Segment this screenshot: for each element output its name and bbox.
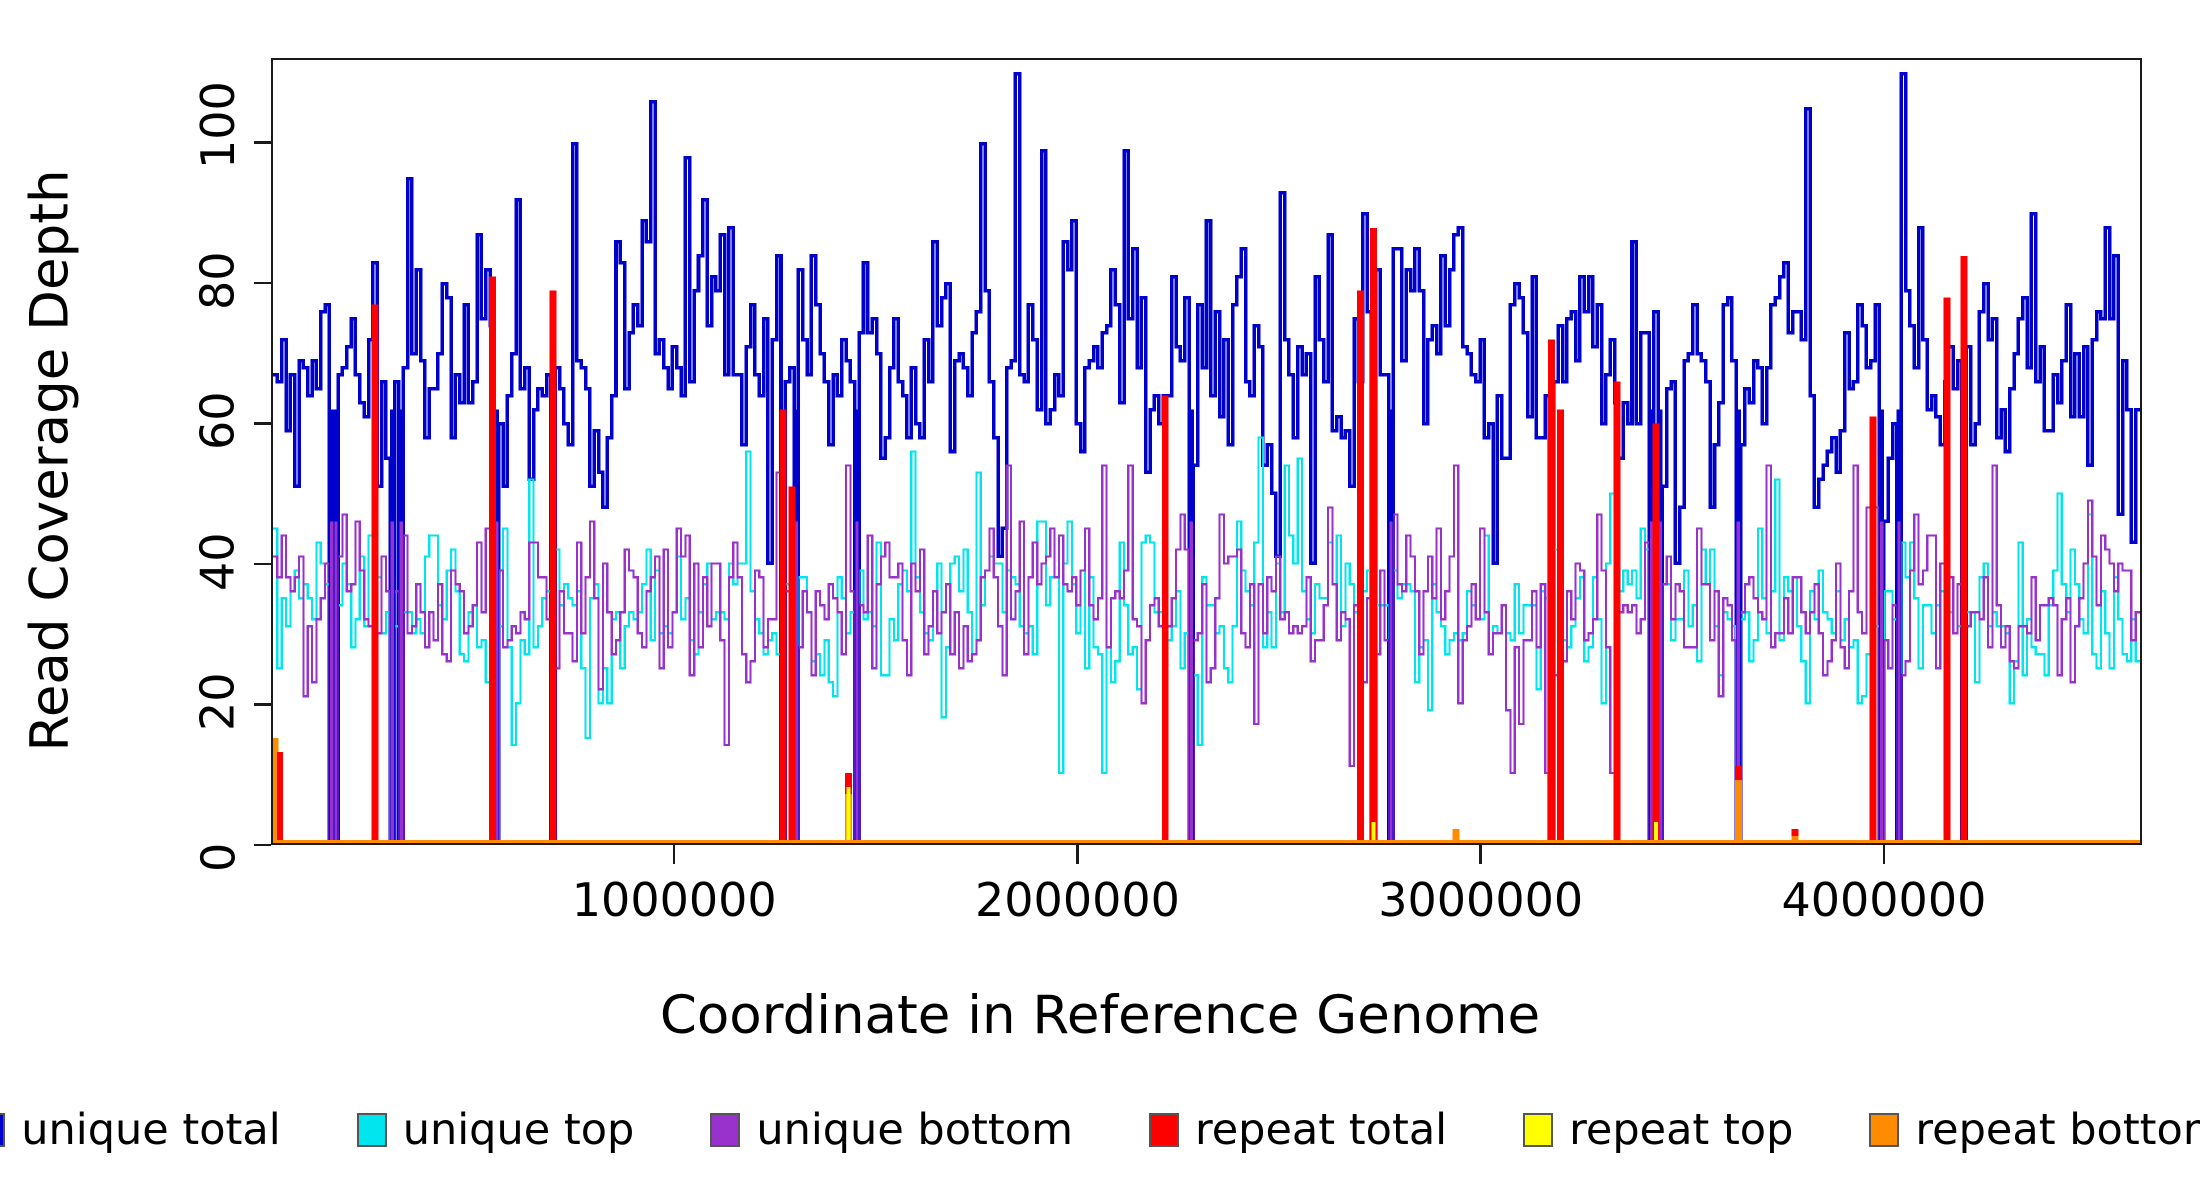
x-axis: 1000000 2000000 3000000 4000000 bbox=[0, 845, 2200, 1005]
legend-item-repeat-bottom[interactable]: repeat bottom bbox=[1869, 1105, 2200, 1155]
legend-swatch-icon bbox=[1869, 1113, 1900, 1147]
x-tick-label: 3000000 bbox=[1378, 873, 1584, 927]
y-tick-mark bbox=[254, 703, 271, 706]
x-tick-mark bbox=[1076, 845, 1079, 864]
legend-item-unique-total[interactable]: unique total bbox=[0, 1105, 281, 1155]
plot-canvas bbox=[273, 72, 2140, 843]
x-axis-title: Coordinate in Reference Genome bbox=[659, 985, 1541, 1046]
legend-label: unique bottom bbox=[756, 1105, 1073, 1155]
series-unique-top bbox=[273, 436, 2140, 843]
legend-item-repeat-top[interactable]: repeat top bbox=[1523, 1105, 1793, 1155]
legend-swatch-icon bbox=[356, 1113, 387, 1147]
legend-label: repeat top bbox=[1569, 1105, 1794, 1155]
x-tick-mark bbox=[1882, 845, 1886, 864]
y-tick-label: 20 bbox=[191, 672, 245, 732]
series-unique-total bbox=[273, 72, 2140, 843]
y-tick-label: 60 bbox=[191, 391, 245, 451]
y-tick-mark bbox=[254, 141, 271, 144]
legend-label: repeat total bbox=[1194, 1105, 1448, 1155]
legend-item-repeat-total[interactable]: repeat total bbox=[1148, 1105, 1448, 1155]
legend-item-unique-top[interactable]: unique top bbox=[356, 1105, 635, 1155]
x-tick-label: 2000000 bbox=[975, 873, 1180, 927]
y-tick-label: 40 bbox=[191, 532, 245, 591]
legend-label: repeat bottom bbox=[1915, 1105, 2200, 1155]
y-tick-mark bbox=[254, 843, 271, 847]
legend-label: unique top bbox=[402, 1105, 635, 1155]
legend-swatch-icon bbox=[710, 1113, 741, 1147]
x-tick-label: 1000000 bbox=[571, 873, 777, 927]
y-tick-label: 80 bbox=[191, 251, 245, 310]
legend-swatch-icon bbox=[1148, 1113, 1179, 1147]
legend-swatch-icon bbox=[1523, 1113, 1554, 1147]
series-repeat-total bbox=[371, 227, 1968, 843]
series-unique-bottom bbox=[273, 464, 2140, 843]
series-repeat-bottom bbox=[273, 738, 1799, 843]
series-repeat-top bbox=[846, 787, 1658, 843]
y-tick-mark bbox=[254, 422, 271, 425]
y-tick-mark bbox=[254, 281, 271, 285]
y-axis: Read Coverage Depth 0 20 40 60 80 100 bbox=[0, 0, 271, 903]
legend-item-unique-bottom[interactable]: unique bottom bbox=[710, 1105, 1073, 1155]
y-axis-title: Read Coverage Depth bbox=[19, 169, 81, 752]
y-tick-label: 100 bbox=[191, 81, 245, 170]
x-tick-mark bbox=[1479, 845, 1482, 864]
legend-label: unique total bbox=[21, 1105, 281, 1155]
legend: unique total unique top unique bottom repea… bbox=[0, 1100, 2200, 1160]
plot-area bbox=[271, 58, 2142, 845]
legend-swatch-icon bbox=[0, 1113, 6, 1147]
x-tick-label: 4000000 bbox=[1781, 873, 1987, 927]
y-tick-mark bbox=[254, 562, 271, 566]
x-tick-mark bbox=[672, 845, 676, 864]
